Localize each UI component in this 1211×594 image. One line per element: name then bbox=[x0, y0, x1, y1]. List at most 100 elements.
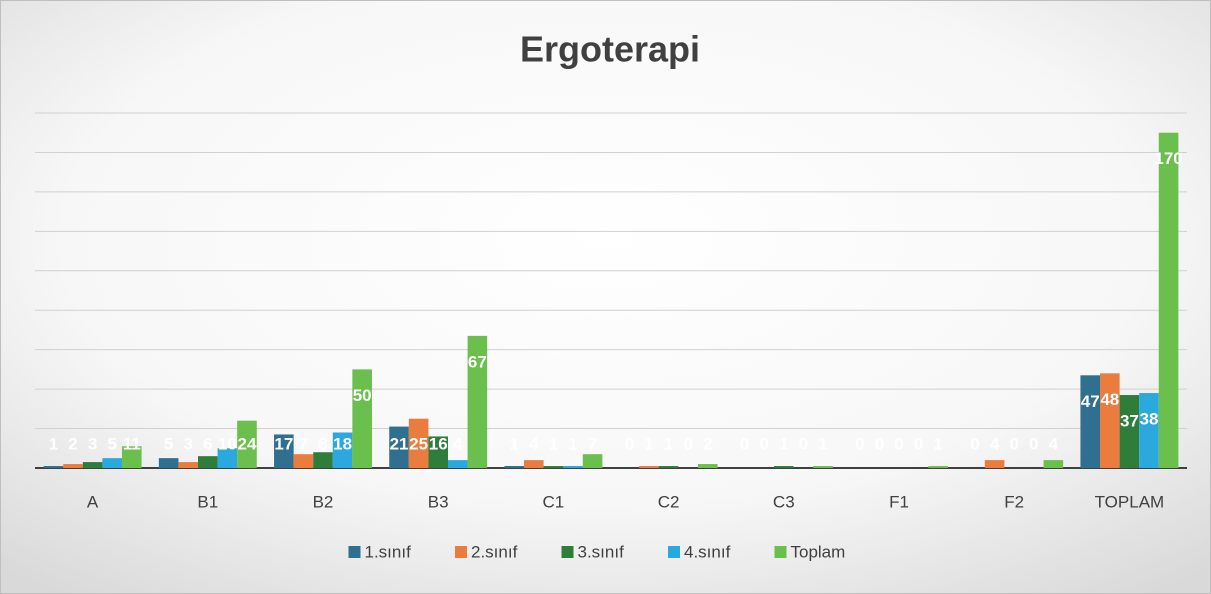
bar bbox=[543, 466, 564, 468]
data-label: 0 bbox=[799, 434, 808, 453]
data-label: 0 bbox=[683, 434, 692, 453]
legend-label: Toplam bbox=[791, 542, 846, 561]
data-label: 0 bbox=[1009, 434, 1018, 453]
bar bbox=[1043, 460, 1064, 468]
data-label: 2 bbox=[703, 434, 712, 453]
data-label: 24 bbox=[238, 434, 257, 453]
data-label: 67 bbox=[468, 352, 487, 371]
x-tick-label: A bbox=[87, 492, 99, 511]
data-label: 7 bbox=[299, 434, 308, 453]
data-label: 1 bbox=[779, 434, 788, 453]
bar bbox=[524, 460, 544, 468]
data-label: 6 bbox=[203, 434, 212, 453]
legend-label: 3.sınıf bbox=[578, 542, 625, 561]
bar bbox=[352, 369, 372, 468]
legend-swatch bbox=[348, 546, 361, 558]
bar bbox=[408, 418, 429, 468]
data-label: 1 bbox=[644, 434, 653, 453]
data-label: 48 bbox=[1100, 390, 1119, 409]
data-label: 0 bbox=[970, 434, 979, 453]
x-tick-label: C3 bbox=[773, 492, 795, 511]
legend-swatch bbox=[561, 546, 574, 558]
bar bbox=[217, 448, 238, 468]
data-label: 1 bbox=[509, 434, 518, 453]
bar bbox=[102, 458, 122, 468]
data-label: 4 bbox=[453, 434, 463, 453]
data-label: 18 bbox=[333, 434, 352, 453]
bar bbox=[639, 466, 659, 468]
bar bbox=[813, 466, 833, 468]
bar bbox=[389, 426, 409, 468]
bar bbox=[332, 432, 353, 468]
bar bbox=[198, 456, 218, 468]
data-label: 16 bbox=[429, 434, 448, 453]
data-label: 1 bbox=[568, 434, 577, 453]
legend-label: 2.sınıf bbox=[471, 542, 518, 561]
data-label: 5 bbox=[107, 434, 116, 453]
x-tick-label: B2 bbox=[313, 492, 334, 511]
data-label: 4 bbox=[990, 434, 1000, 453]
bar bbox=[1080, 375, 1101, 468]
data-label: 38 bbox=[1140, 410, 1159, 429]
data-label: 3 bbox=[88, 434, 97, 453]
data-label: 10 bbox=[218, 434, 237, 453]
bar bbox=[467, 335, 488, 468]
bar bbox=[1139, 393, 1159, 468]
x-tick-label: TOPLAM bbox=[1095, 492, 1165, 511]
data-label: 1 bbox=[49, 434, 58, 453]
data-label: 5 bbox=[164, 434, 173, 453]
data-label: 170 bbox=[1154, 149, 1182, 168]
bar bbox=[658, 466, 679, 468]
data-label: 8 bbox=[318, 434, 327, 453]
bar bbox=[774, 466, 794, 468]
data-label: 1 bbox=[664, 434, 673, 453]
data-label: 0 bbox=[855, 434, 864, 453]
data-label: 2 bbox=[68, 434, 77, 453]
bar bbox=[428, 436, 448, 468]
x-tick-label: F1 bbox=[889, 492, 909, 511]
data-label: 4 bbox=[529, 434, 539, 453]
data-label: 37 bbox=[1120, 412, 1139, 431]
data-label: 0 bbox=[625, 434, 634, 453]
legend-label: 4.sınıf bbox=[684, 542, 731, 561]
data-label: 50 bbox=[353, 386, 372, 405]
data-label: 0 bbox=[875, 434, 884, 453]
bar bbox=[504, 466, 525, 468]
data-label: 21 bbox=[390, 434, 409, 453]
bar bbox=[697, 464, 718, 468]
bar bbox=[447, 460, 468, 468]
bar bbox=[158, 458, 179, 468]
data-label: 0 bbox=[914, 434, 923, 453]
x-tick-label: B3 bbox=[428, 492, 449, 511]
x-tick-label: C1 bbox=[543, 492, 565, 511]
bar bbox=[563, 466, 583, 468]
data-label: 1 bbox=[933, 434, 942, 453]
bar bbox=[237, 420, 257, 468]
bar bbox=[178, 462, 199, 468]
bar bbox=[82, 462, 103, 468]
x-tick-label: F2 bbox=[1004, 492, 1024, 511]
bar bbox=[1158, 132, 1179, 468]
data-label: 0 bbox=[1029, 434, 1038, 453]
bar bbox=[582, 454, 603, 468]
bar bbox=[1119, 395, 1140, 468]
bar bbox=[984, 460, 1005, 468]
data-label: 0 bbox=[740, 434, 749, 453]
data-label: 0 bbox=[894, 434, 903, 453]
bar bbox=[313, 452, 333, 468]
bar bbox=[293, 454, 314, 468]
legend-swatch bbox=[455, 546, 467, 558]
x-tick-label: C2 bbox=[658, 492, 680, 511]
legend-label: 1.sınıf bbox=[365, 542, 412, 561]
x-tick-label: B1 bbox=[197, 492, 218, 511]
chart-title: Ergoterapi bbox=[520, 29, 700, 70]
bar bbox=[274, 434, 294, 468]
data-label: 7 bbox=[588, 434, 597, 453]
data-label: 4 bbox=[1049, 434, 1059, 453]
data-label: 17 bbox=[274, 434, 293, 453]
data-label: 3 bbox=[183, 434, 192, 453]
legend-swatch bbox=[774, 546, 787, 558]
bar bbox=[63, 464, 83, 468]
data-label: 25 bbox=[409, 434, 428, 453]
data-label: 47 bbox=[1081, 392, 1100, 411]
